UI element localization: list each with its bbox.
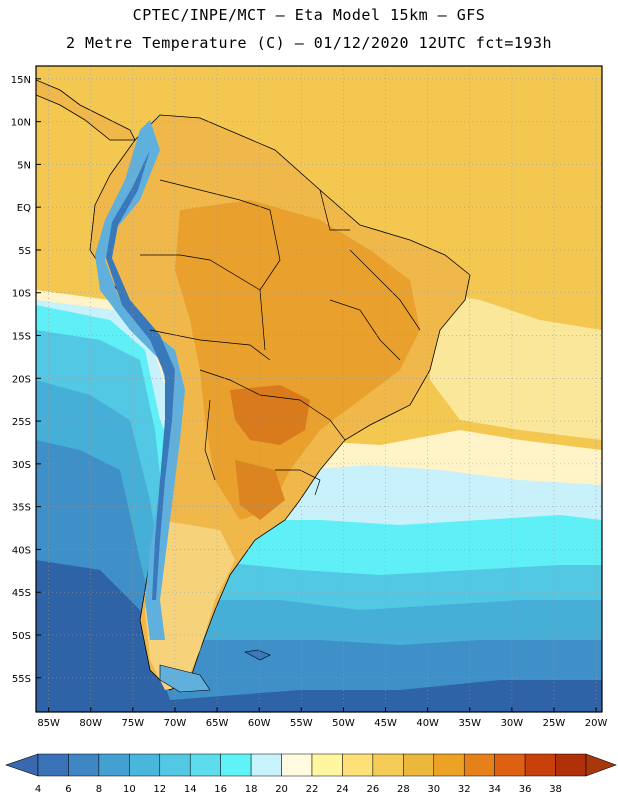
colorbar-label: 28 [397,784,410,795]
lat-label: 25S [12,417,31,428]
colorbar-label: 30 [427,784,440,795]
lon-label: 60W [248,718,271,729]
lon-label: 20W [585,718,608,729]
colorbar-label: 18 [245,784,258,795]
colorbar-label: 20 [275,784,288,795]
colorbar-swatch [98,753,130,777]
chart-subtitle: 2 Metre Temperature (C) – 01/12/2020 12U… [65,34,553,52]
hottest-region [230,385,310,445]
colorbar-swatch [372,753,404,777]
colorbar-label: 26 [367,784,380,795]
falkland-islands [244,649,271,661]
lon-label: 25W [543,718,566,729]
lat-label: 10N [11,118,31,129]
latitude-labels: 15N 10N 5N EQ 5S 10S 15S 20S 25S 30S 35S 40S 45S 50S 5… [11,75,41,685]
colorbar-label: 4 [35,784,41,795]
colorbar-swatches [5,753,617,777]
colorbar-swatch [159,753,191,777]
colorbar-label: 32 [458,784,471,795]
colorbar-swatch [555,753,587,777]
lon-label: 55W [290,718,313,729]
lon-label: 85W [37,718,60,729]
map-frame [35,65,603,713]
colorbar-label: 38 [549,784,562,795]
colorbar-label: 16 [214,784,227,795]
colorbar-label: 24 [336,784,349,795]
colorbar-label: 34 [488,784,501,795]
colorbar-swatch [311,753,343,777]
hot-region-south [235,460,285,520]
colorbar-swatch [463,753,495,777]
ocean-band-4 [36,560,602,712]
colorbar-swatch [433,753,465,777]
colorbar-swatch [403,753,435,777]
lat-label: 15S [12,332,31,343]
lat-label: EQ [17,203,31,214]
chart-title: CPTEC/INPE/MCT – Eta Model 15km – GFS [132,6,486,24]
lon-label: 65W [206,718,229,729]
colorbar-label: 22 [306,784,319,795]
lat-label: 45S [12,588,31,599]
lat-label: 50S [12,631,31,642]
colorbar-label: 10 [123,784,136,795]
colorbar-swatch [68,753,100,777]
colorbar: 4 6 8 10 12 14 16 18 20 22 24 26 28 30 32 34 36 38 [5,753,617,795]
colorbar-swatch [37,753,69,777]
lat-label: 35S [12,503,31,514]
lon-label: 45W [374,718,397,729]
lon-label: 35W [458,718,481,729]
colorbar-swatch [281,753,313,777]
lon-label: 75W [122,718,145,729]
colorbar-swatch [220,753,252,777]
lat-label: 40S [12,545,31,556]
ocean-band-24 [430,290,602,440]
colorbar-swatch [250,753,282,777]
hot-interior-region [175,200,420,520]
lat-label: 20S [12,374,31,385]
lat-label: 5N [17,160,31,171]
colorbar-swatch [494,753,526,777]
lat-label: 15N [11,75,31,86]
colorbar-label: 14 [184,784,197,795]
lat-label: 30S [12,460,31,471]
lon-label: 40W [416,718,439,729]
lat-label: 55S [12,674,31,685]
lat-label: 10S [12,289,31,300]
colorbar-swatch [129,753,161,777]
central-america [36,79,136,141]
lat-label: 5S [18,246,31,257]
patagonia-land [145,520,235,690]
temperature-map: 15N 10N 5N EQ 5S 10S 15S 20S 25S 30S 35S 40S 45S 50S 5… [11,65,608,729]
lon-label: 30W [501,718,524,729]
colorbar-low-arrow [5,753,39,777]
colorbar-label: 8 [96,784,102,795]
lon-label: 50W [332,718,355,729]
colorbar-label: 36 [519,784,532,795]
colorbar-high-arrow [585,753,617,777]
colorbar-swatch [189,753,221,777]
lon-label: 70W [164,718,187,729]
colorbar-labels: 4 6 8 10 12 14 16 18 20 22 24 26 28 30 32 34 36 38 [35,784,562,795]
longitude-labels: 85W 80W 75W 70W 65W 60W 55W 50W 45W 40W 35W 30W 25W 2… [37,707,608,729]
colorbar-swatch [524,753,556,777]
colorbar-label: 6 [65,784,71,795]
lon-label: 80W [79,718,102,729]
colorbar-label: 12 [153,784,166,795]
colorbar-swatch [342,753,374,777]
